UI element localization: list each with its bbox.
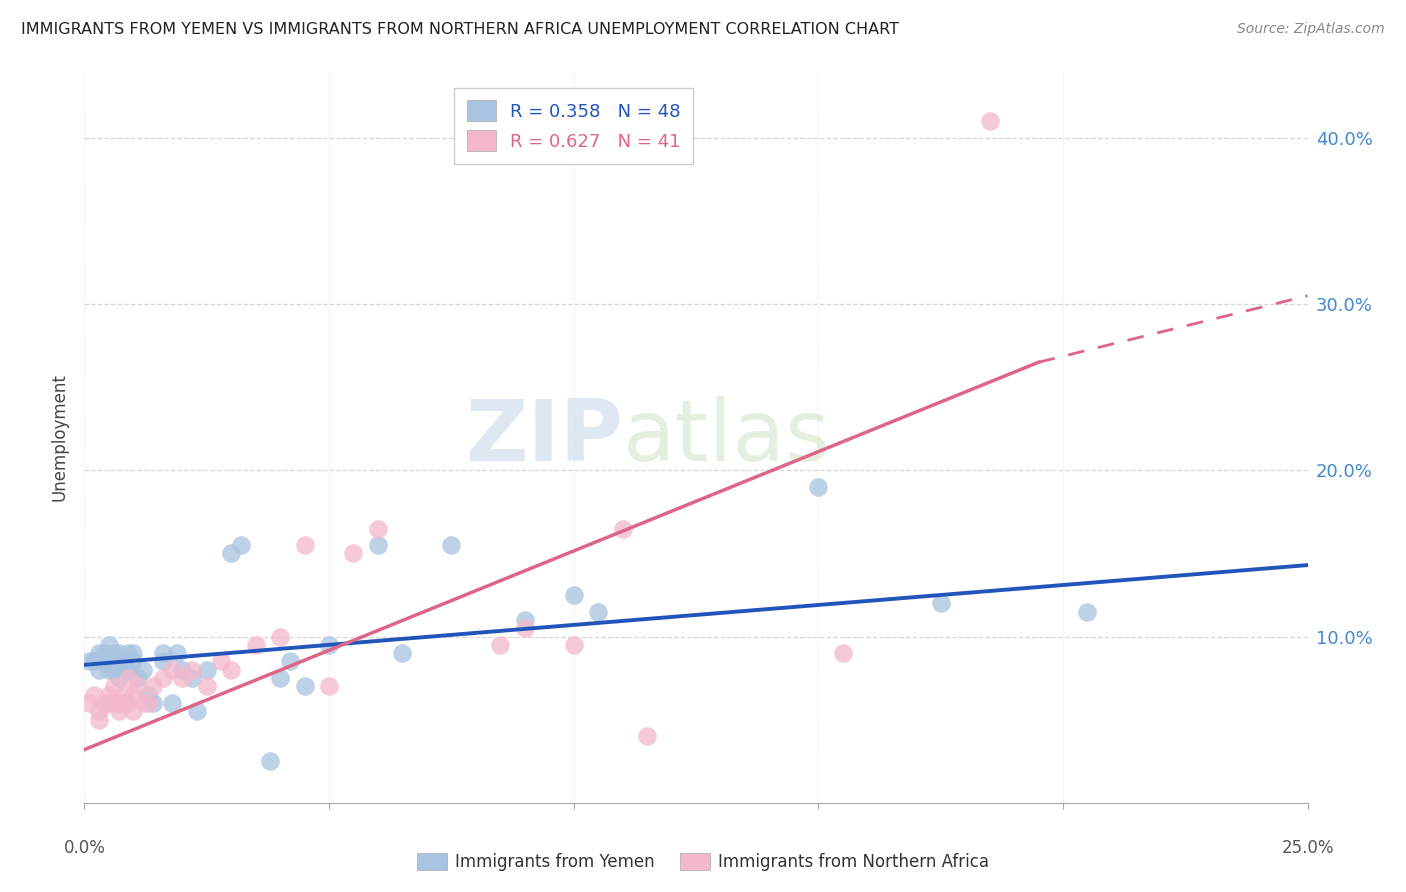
Point	[162, 663, 184, 677]
Point	[245, 638, 267, 652]
Point	[979, 114, 1001, 128]
Point	[166, 646, 188, 660]
Point	[93, 655, 115, 669]
Legend: Immigrants from Yemen, Immigrants from Northern Africa: Immigrants from Yemen, Immigrants from N…	[409, 845, 997, 880]
Point	[318, 638, 340, 652]
Point	[87, 663, 110, 677]
Text: ZIP: ZIP	[465, 395, 623, 479]
Point	[87, 705, 110, 719]
Point	[172, 663, 194, 677]
Point	[186, 705, 208, 719]
Legend: R = 0.358   N = 48, R = 0.627   N = 41: R = 0.358 N = 48, R = 0.627 N = 41	[454, 87, 693, 164]
Point	[87, 713, 110, 727]
Point	[195, 680, 218, 694]
Point	[122, 646, 145, 660]
Point	[122, 688, 145, 702]
Point	[391, 646, 413, 660]
Text: 25.0%: 25.0%	[1281, 839, 1334, 857]
Point	[209, 655, 232, 669]
Point	[367, 538, 389, 552]
Point	[586, 605, 609, 619]
Point	[269, 630, 291, 644]
Point	[127, 671, 149, 685]
Text: atlas: atlas	[623, 395, 831, 479]
Point	[107, 705, 129, 719]
Point	[318, 680, 340, 694]
Point	[562, 638, 585, 652]
Point	[269, 671, 291, 685]
Point	[172, 671, 194, 685]
Point	[162, 696, 184, 710]
Point	[107, 671, 129, 685]
Point	[440, 538, 463, 552]
Point	[117, 663, 139, 677]
Point	[107, 655, 129, 669]
Point	[1076, 605, 1098, 619]
Point	[807, 480, 830, 494]
Point	[367, 521, 389, 535]
Point	[122, 705, 145, 719]
Point	[342, 546, 364, 560]
Point	[97, 663, 120, 677]
Point	[132, 696, 155, 710]
Point	[103, 663, 125, 677]
Text: IMMIGRANTS FROM YEMEN VS IMMIGRANTS FROM NORTHERN AFRICA UNEMPLOYMENT CORRELATIO: IMMIGRANTS FROM YEMEN VS IMMIGRANTS FROM…	[21, 22, 898, 37]
Point	[229, 538, 252, 552]
Point	[219, 663, 242, 677]
Point	[107, 646, 129, 660]
Point	[83, 688, 105, 702]
Point	[107, 696, 129, 710]
Point	[117, 671, 139, 685]
Point	[831, 646, 853, 660]
Point	[93, 646, 115, 660]
Point	[142, 696, 165, 710]
Point	[97, 696, 120, 710]
Point	[195, 663, 218, 677]
Point	[513, 613, 536, 627]
Point	[77, 655, 100, 669]
Point	[132, 663, 155, 677]
Point	[259, 754, 281, 768]
Point	[181, 663, 204, 677]
Point	[103, 646, 125, 660]
Point	[562, 588, 585, 602]
Point	[112, 663, 135, 677]
Point	[122, 655, 145, 669]
Point	[97, 655, 120, 669]
Text: Source: ZipAtlas.com: Source: ZipAtlas.com	[1237, 22, 1385, 37]
Point	[278, 655, 301, 669]
Text: 0.0%: 0.0%	[63, 839, 105, 857]
Point	[142, 680, 165, 694]
Point	[112, 688, 135, 702]
Point	[117, 696, 139, 710]
Point	[83, 655, 105, 669]
Point	[294, 538, 316, 552]
Point	[929, 596, 952, 610]
Point	[87, 646, 110, 660]
Point	[112, 696, 135, 710]
Y-axis label: Unemployment: Unemployment	[51, 373, 69, 501]
Point	[181, 671, 204, 685]
Point	[77, 696, 100, 710]
Point	[103, 680, 125, 694]
Point	[219, 546, 242, 560]
Point	[152, 646, 174, 660]
Point	[636, 729, 658, 743]
Point	[152, 671, 174, 685]
Point	[103, 696, 125, 710]
Point	[612, 521, 634, 535]
Point	[294, 680, 316, 694]
Point	[489, 638, 512, 652]
Point	[136, 696, 159, 710]
Point	[97, 688, 120, 702]
Point	[117, 646, 139, 660]
Point	[152, 655, 174, 669]
Point	[136, 688, 159, 702]
Point	[513, 621, 536, 635]
Point	[127, 680, 149, 694]
Point	[112, 655, 135, 669]
Point	[97, 638, 120, 652]
Point	[93, 696, 115, 710]
